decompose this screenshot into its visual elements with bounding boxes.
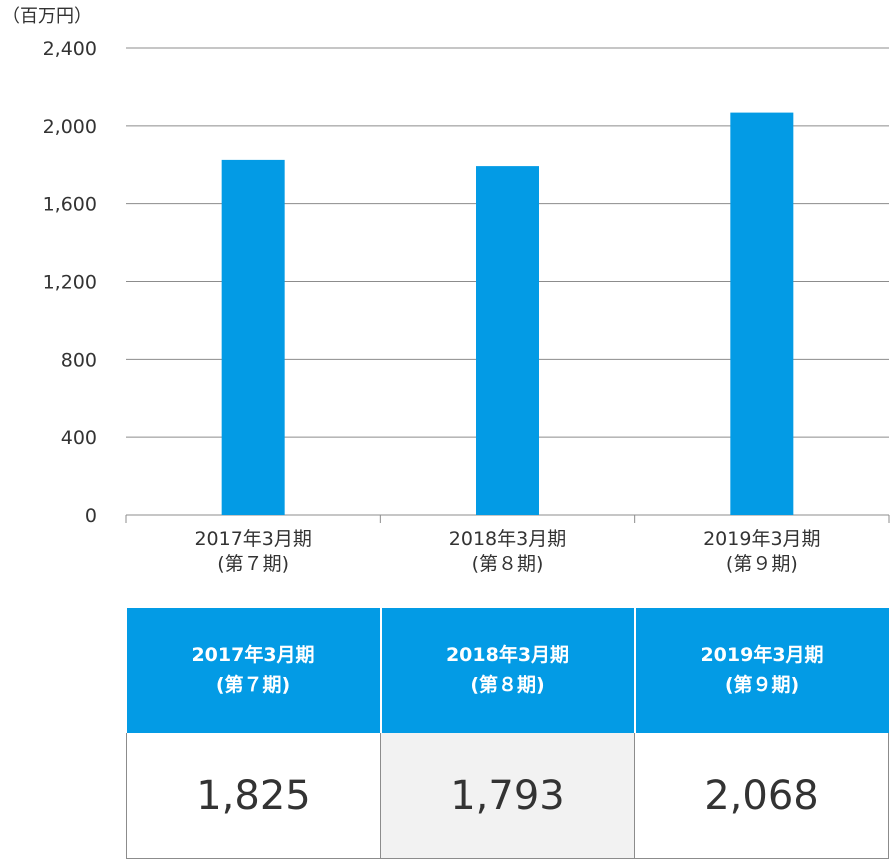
x-tick-label-line: (第７期) bbox=[217, 553, 289, 575]
bar bbox=[476, 166, 539, 516]
bar bbox=[730, 112, 794, 515]
data-table: 2017年3月期 (第７期) 2018年3月期 (第８期) 2019年3月期 (… bbox=[126, 608, 889, 859]
table-value-2019: 2,068 bbox=[634, 733, 889, 859]
table-header-period: 2019年3月期 bbox=[700, 644, 824, 667]
table-header-2017: 2017年3月期 (第７期) bbox=[126, 608, 381, 733]
table-header-period: 2018年3月期 bbox=[445, 644, 570, 667]
y-tick-label: 400 bbox=[61, 427, 97, 449]
y-tick-label: 1,200 bbox=[43, 272, 97, 294]
y-tick-label: 2,000 bbox=[43, 116, 97, 138]
bar-chart: 0 400 800 1,200 1,600 2,000 2,400 2017年3月期 (第７期)… bbox=[43, 38, 890, 575]
y-tick-label: 1,600 bbox=[43, 194, 97, 216]
x-tick-label: 2017年3月期 (第７期) bbox=[194, 528, 311, 575]
y-tick-label: 0 bbox=[85, 505, 97, 527]
x-tick-label-line: (第８期) bbox=[472, 553, 544, 575]
x-tick-label: 2019年3月期 (第９期) bbox=[703, 528, 820, 575]
table-header-term: (第８期) bbox=[470, 673, 545, 696]
table-value-2017: 1,825 bbox=[126, 733, 381, 859]
table-header-term: (第７期) bbox=[215, 673, 291, 696]
table-header-term: (第９期) bbox=[724, 673, 800, 696]
table-value-2018: 1,793 bbox=[380, 733, 635, 859]
bar bbox=[221, 159, 285, 515]
table-header-row: 2017年3月期 (第７期) 2018年3月期 (第８期) 2019年3月期 (… bbox=[126, 608, 889, 733]
table-header-period: 2017年3月期 bbox=[191, 644, 315, 667]
x-tick-label: 2018年3月期 (第８期) bbox=[449, 528, 566, 575]
y-tick-label: 800 bbox=[61, 349, 97, 371]
y-tick-label: 2,400 bbox=[43, 38, 97, 60]
x-tick-label-line: 2018年3月期 bbox=[449, 528, 566, 550]
table-value-row: 1,825 1,793 2,068 bbox=[126, 733, 889, 859]
table-header-2018: 2018年3月期 (第８期) bbox=[379, 608, 635, 733]
unit-label: （百万円） bbox=[2, 6, 92, 27]
x-tick-label-line: 2017年3月期 bbox=[194, 528, 311, 550]
x-tick-label-line: (第９期) bbox=[726, 553, 798, 575]
x-tick-label-line: 2019年3月期 bbox=[703, 528, 820, 550]
table-header-2019: 2019年3月期 (第９期) bbox=[633, 608, 889, 733]
